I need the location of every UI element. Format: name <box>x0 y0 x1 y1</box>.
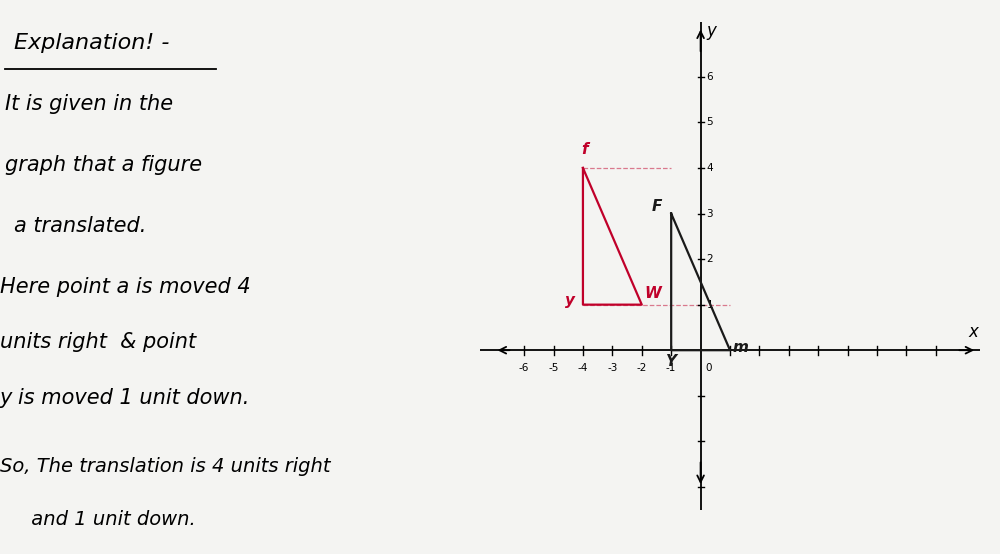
Text: y: y <box>565 293 575 307</box>
Text: 1: 1 <box>706 300 713 310</box>
Text: 2: 2 <box>706 254 713 264</box>
Text: It is given in the: It is given in the <box>5 94 173 114</box>
Text: Explanation! -: Explanation! - <box>14 33 170 53</box>
Text: x: x <box>968 322 978 341</box>
Text: and 1 unit down.: and 1 unit down. <box>0 510 196 529</box>
Text: a translated.: a translated. <box>14 216 147 236</box>
Text: -4: -4 <box>578 363 588 373</box>
Text: -2: -2 <box>637 363 647 373</box>
Text: 4: 4 <box>706 163 713 173</box>
Text: -3: -3 <box>607 363 618 373</box>
Text: y: y <box>706 22 716 40</box>
Text: y is moved 1 unit down.: y is moved 1 unit down. <box>0 388 250 408</box>
Text: W: W <box>645 286 662 301</box>
Text: F: F <box>652 199 662 214</box>
Text: 6: 6 <box>706 72 713 82</box>
Text: 5: 5 <box>706 117 713 127</box>
Text: So, The translation is 4 units right: So, The translation is 4 units right <box>0 457 330 476</box>
Text: 3: 3 <box>706 208 713 218</box>
Text: Y: Y <box>665 354 676 369</box>
Text: f: f <box>581 142 588 157</box>
Text: m: m <box>733 341 749 356</box>
Text: -5: -5 <box>548 363 559 373</box>
Text: Here point a is moved 4: Here point a is moved 4 <box>0 277 251 297</box>
Text: graph that a figure: graph that a figure <box>5 155 202 175</box>
Text: -6: -6 <box>519 363 529 373</box>
Text: units right  & point: units right & point <box>0 332 196 352</box>
Text: 0: 0 <box>705 363 712 373</box>
Text: -1: -1 <box>666 363 676 373</box>
